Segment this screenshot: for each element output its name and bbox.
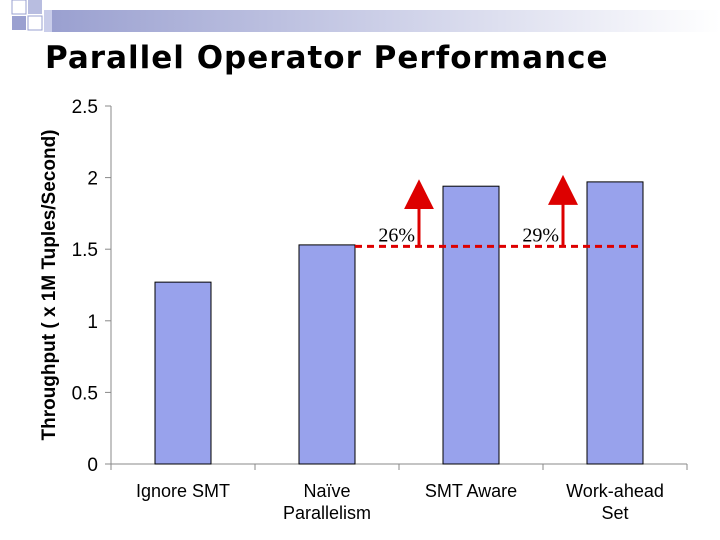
improvement-label: 26% — [378, 224, 415, 246]
improvement-label: 29% — [522, 224, 559, 246]
x-category-label: Naïve — [303, 481, 350, 501]
y-tick-label: 2 — [87, 169, 98, 190]
bar — [154, 281, 212, 465]
bar — [298, 244, 356, 465]
y-axis-label: Throughput ( x 1M Tuples/Second) — [39, 129, 60, 440]
x-category-label: Work-ahead — [566, 481, 664, 501]
bar — [586, 181, 644, 465]
x-category-label: Ignore SMT — [136, 481, 230, 501]
y-tick-label: 0 — [87, 455, 98, 476]
x-category-label: Parallelism — [283, 503, 371, 523]
y-tick-label: 1 — [87, 312, 98, 333]
title-decoration — [11, 0, 720, 32]
y-tick-label: 2.5 — [72, 97, 98, 118]
bar — [442, 185, 500, 465]
x-category-label: Set — [601, 503, 628, 523]
y-tick-label: 0.5 — [72, 383, 98, 404]
x-category-label: SMT Aware — [425, 481, 517, 501]
y-tick-label: 1.5 — [72, 240, 98, 261]
slide-title: Parallel Operator Performance — [45, 40, 609, 76]
